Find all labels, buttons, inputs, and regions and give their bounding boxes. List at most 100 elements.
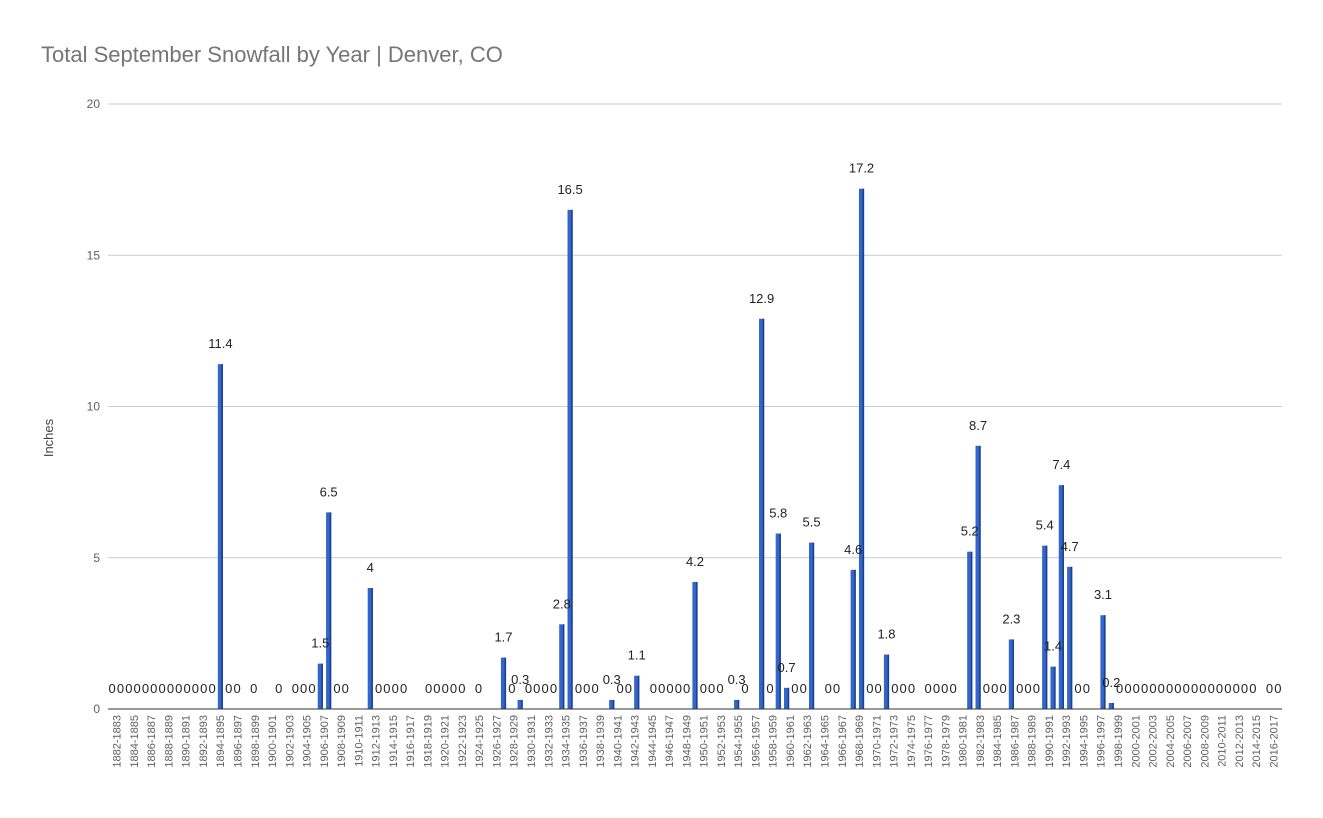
data-label: 0 [433,681,440,696]
bar-edge [321,663,323,709]
data-label: 0 [1191,681,1198,696]
data-label: 0 [1266,681,1273,696]
data-label: 0 [1149,681,1156,696]
data-label: 0 [625,681,632,696]
x-tick-label: 1902-1903 [284,715,296,768]
x-tick-label: 1936-1937 [578,715,590,768]
bar [808,542,815,709]
x-tick-label: 1968-1969 [854,715,866,768]
bar [967,551,973,709]
bar-edge [737,699,740,709]
data-label: 1.8 [877,627,895,642]
data-label: 0 [1216,681,1223,696]
bar [559,624,565,709]
data-label: 0 [333,681,340,696]
data-label: 2.3 [1002,611,1020,626]
x-tick-label: 2010-2011 [1217,715,1229,767]
bar-edge [1062,485,1064,709]
x-tick-label: 1922-1923 [457,715,469,768]
data-labels: 0 0 0 0 0 0 0 0 0 0 0 0 011.40 0 0 0 0 0 01.56.50 040 0 0 0 0 0 0… [109,161,1282,696]
x-tick-label: 2016-2017 [1268,715,1280,768]
data-label: 0 [1024,681,1031,696]
x-tick-label: 1982-1983 [975,715,987,768]
x-tick-label: 1934-1935 [561,715,573,768]
bar [975,445,981,709]
data-label: 0 [292,681,299,696]
x-tick-label: 1926-1927 [491,715,503,768]
bar-edge [571,209,573,709]
bar [784,687,790,709]
x-tick-label: 1970-1971 [871,715,883,768]
y-tick-label: 5 [93,551,100,565]
y-tick-label: 0 [93,702,100,716]
bar-edge [221,364,223,709]
bar [1100,615,1106,709]
x-tick-label: 1916-1917 [405,715,417,768]
y-axis-ticks: 0 5 10 15 20 [87,97,101,716]
data-label: 0 [150,681,157,696]
bar [217,364,223,709]
data-label: 0 [1274,681,1281,696]
data-label: 0 [508,681,515,696]
data-label: 0 [591,681,598,696]
data-label: 0 [117,681,124,696]
x-tick-label: 1894-1895 [215,715,227,768]
data-label: 0 [167,681,174,696]
data-label: 5.4 [1036,518,1054,533]
data-label: 0 [542,681,549,696]
data-label: 0 [900,681,907,696]
x-tick-label: 1888-1889 [163,715,175,768]
data-label: 0 [891,681,898,696]
data-label: 0 [1083,681,1090,696]
data-label: 0 [575,681,582,696]
data-label: 16.5 [557,182,582,197]
data-label: 3.1 [1094,587,1112,602]
bar [734,699,740,709]
data-label: 0 [200,681,207,696]
data-label: 4.7 [1061,539,1079,554]
data-label: 1.5 [311,636,329,651]
data-label: 0 [983,681,990,696]
bar [1042,545,1048,709]
x-tick-label: 1946-1947 [664,715,676,768]
x-tick-label: 1956-1957 [750,715,762,768]
data-label: 0 [1166,681,1173,696]
x-tick-label: 1958-1959 [768,715,780,768]
x-tick-label: 1948-1949 [681,715,693,768]
x-tick-label: 2014-2015 [1251,715,1263,768]
data-label: 0 [1074,681,1081,696]
bar-edge [696,581,698,709]
bar [326,512,332,709]
data-label: 0.3 [728,672,746,687]
bar [883,654,890,709]
data-label: 0 [1199,681,1206,696]
data-label: 0 [183,681,190,696]
data-label: 0.3 [603,672,621,687]
data-label: 0 [658,681,665,696]
data-label: 0 [1133,681,1140,696]
x-tick-label: 1930-1931 [526,715,538,768]
data-label: 0 [683,681,690,696]
data-label: 0 [716,681,723,696]
data-label: 0.2 [1102,675,1120,690]
data-label: 0 [999,681,1006,696]
x-axis-ticks: 1882-1883 1884-1885 1886-1887 1888-1889 1890… [112,715,1281,768]
data-label: 0 [442,681,449,696]
data-label: 0 [933,681,940,696]
data-label: 0 [991,681,998,696]
x-tick-label: 1912-1913 [371,715,383,768]
bar-edge [1104,615,1106,709]
data-label: 0 [833,681,840,696]
x-tick-label: 1908-1909 [336,715,348,768]
data-label: 0 [125,681,132,696]
x-tick-label: 1990-1991 [1044,715,1056,768]
data-label: 0 [766,681,773,696]
x-tick-label: 1950-1951 [699,715,711,768]
data-label: 0 [458,681,465,696]
x-tick-label: 2000-2001 [1130,715,1142,768]
bar [1108,702,1114,709]
data-label: 0 [533,681,540,696]
data-label: 0 [342,681,349,696]
data-label: 0 [175,681,182,696]
